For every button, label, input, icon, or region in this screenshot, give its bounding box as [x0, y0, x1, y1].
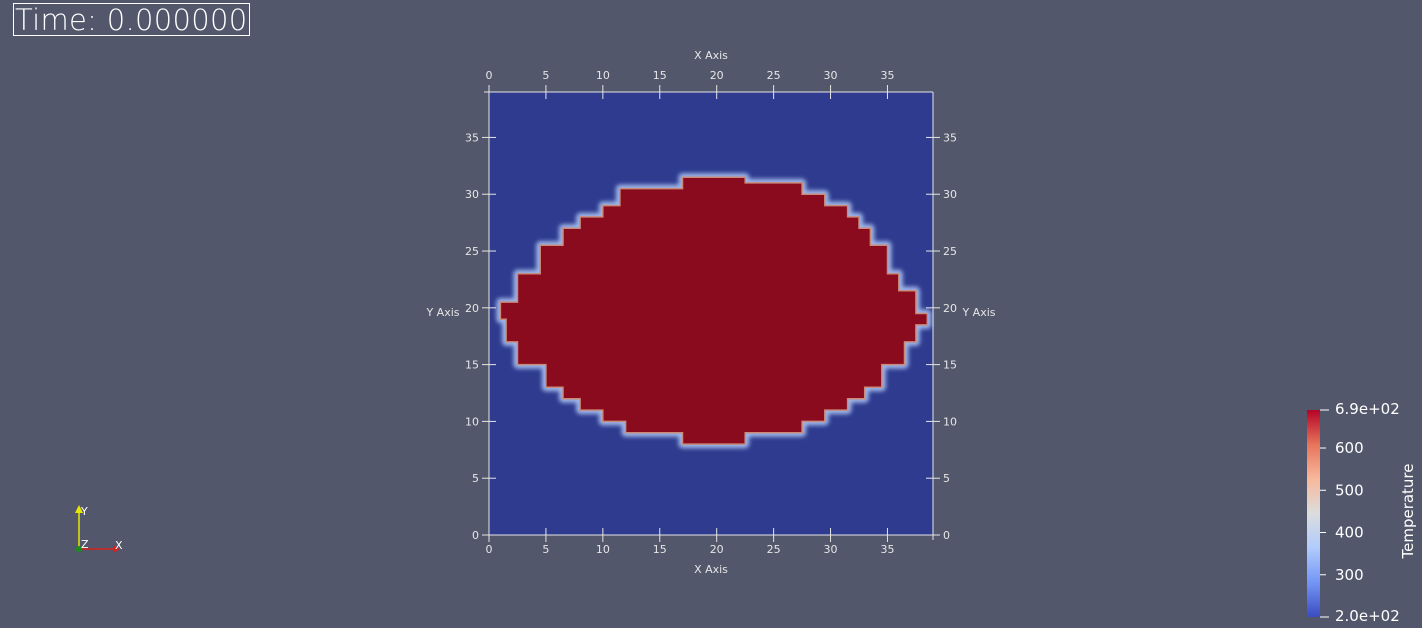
- y-tick-label-right-5: 25: [943, 245, 957, 258]
- x-tick-label-top-5: 25: [767, 69, 781, 82]
- x-tick-label-top-0: 0: [486, 69, 493, 82]
- colorbar-ticks: 600 500 400 300: [1320, 409, 1364, 618]
- y-tick-label-right-1: 5: [943, 472, 950, 485]
- orientation-z-axis: [76, 546, 82, 552]
- y-tick-label-right-3: 15: [943, 359, 957, 372]
- x-tick-label-bottom-2: 10: [596, 543, 610, 556]
- x-tick-label-top-2: 10: [596, 69, 610, 82]
- x-tick-label-top-3: 15: [653, 69, 667, 82]
- y-tick-label-right-2: 10: [943, 415, 957, 428]
- orientation-x-label: X: [115, 539, 123, 552]
- colorbar-tick-label-2: 400: [1335, 524, 1364, 542]
- y-tick-label-left-3: 15: [465, 359, 479, 372]
- y-axis-title-left: Y Axis: [425, 306, 459, 319]
- orientation-y-arrowhead: [75, 505, 83, 513]
- x-tick-label-bottom-0: 0: [486, 543, 493, 556]
- field-hot-region: [499, 176, 929, 445]
- y-tick-label-left-1: 5: [472, 472, 479, 485]
- temperature-field: [489, 92, 933, 535]
- y-tick-label-left-5: 25: [465, 245, 479, 258]
- colorbar-title: Temperature: [1399, 463, 1417, 559]
- orientation-x-arrowhead: [113, 545, 120, 553]
- time-annotation: Time: 0.000000: [13, 3, 250, 37]
- y-tick-label-left-7: 35: [465, 131, 479, 144]
- x-axis-title-top: X Axis: [694, 49, 728, 62]
- y-axis-title-right: Y Axis: [961, 306, 995, 319]
- x-axis-title-bottom: X Axis: [694, 563, 728, 576]
- color-legend[interactable]: 600 500 400 300 6.9e+02 2.0e+02 Temperature: [1307, 400, 1417, 625]
- x-tick-label-top-1: 5: [542, 69, 549, 82]
- y-tick-label-left-0: 0: [472, 529, 479, 542]
- x-tick-label-bottom-6: 30: [824, 543, 838, 556]
- y-tick-label-right-0: 0: [943, 529, 950, 542]
- y-tick-label-left-6: 30: [465, 188, 479, 201]
- x-tick-label-top-7: 35: [880, 69, 894, 82]
- x-tick-label-bottom-1: 5: [542, 543, 549, 556]
- y-tick-label-right-4: 20: [943, 302, 957, 315]
- colorbar-tick-label-3: 300: [1335, 566, 1364, 584]
- y-tick-label-right-6: 30: [943, 188, 957, 201]
- colorbar-swatch: [1307, 410, 1320, 617]
- x-tick-label-top-6: 30: [824, 69, 838, 82]
- orientation-y-label: Y: [80, 505, 88, 518]
- y-tick-label-right-7: 35: [943, 131, 957, 144]
- colorbar-min-label: 2.0e+02: [1335, 607, 1400, 625]
- colorbar-max-label: 6.9e+02: [1335, 400, 1400, 418]
- y-tick-label-left-4: 20: [465, 302, 479, 315]
- x-tick-label-bottom-3: 15: [653, 543, 667, 556]
- x-tick-label-top-4: 20: [710, 69, 724, 82]
- x-tick-label-bottom-7: 35: [880, 543, 894, 556]
- y-tick-label-left-2: 10: [465, 415, 479, 428]
- x-tick-label-bottom-4: 20: [710, 543, 724, 556]
- colorbar-tick-label-0: 600: [1335, 439, 1364, 457]
- colorbar-tick-label-1: 500: [1335, 481, 1364, 499]
- orientation-z-label: Z: [81, 538, 89, 551]
- x-tick-label-bottom-5: 25: [767, 543, 781, 556]
- orientation-axes-widget[interactable]: X Y Z: [75, 505, 123, 553]
